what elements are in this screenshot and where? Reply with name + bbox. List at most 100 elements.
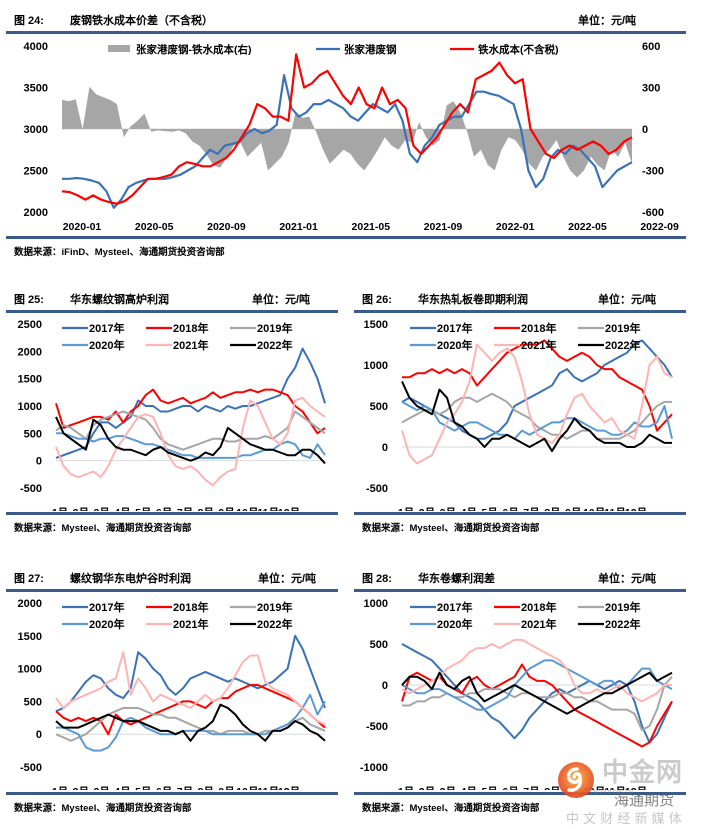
legend-label-scrap: 张家港废钢: [344, 43, 397, 56]
figure-25-source: 数据来源：Mysteel、海通期货投资咨询部: [14, 523, 192, 534]
y-tick-label: 1500: [364, 319, 388, 331]
y-tick-label: 0: [382, 680, 388, 692]
x-tick-label: 3月: [440, 507, 456, 511]
legend-swatch-area: [108, 45, 130, 52]
y-tick-label: 1000: [18, 401, 42, 413]
x-tick-label: 12月: [625, 786, 647, 790]
x-tick-label: 3月: [93, 786, 109, 790]
figure-28-chart: -1000 -500 0 500 1000 1月 2月 3月 4月 5月 6月 7月 8月 9月10月11…: [360, 598, 673, 790]
legend-label-2019: 2019年: [257, 600, 292, 614]
x-tick-label: 2月: [419, 786, 435, 790]
legend-label-2020: 2020年: [89, 338, 124, 352]
figure-28-title: 华东卷螺利润差: [418, 573, 495, 585]
y-right-tick-label: -600: [642, 207, 664, 219]
series-line-2021: [55, 651, 326, 726]
x-tick-label: 2月: [73, 507, 89, 511]
y-left-tick-label: 2500: [24, 166, 48, 178]
y-right-tick-label: -300: [642, 166, 664, 178]
figure-28-unit: 单位：元/吨: [598, 573, 657, 585]
y-left-tick-label: 3500: [24, 83, 48, 95]
series-line-hotmetal-cost: [61, 53, 633, 205]
x-tick-label: 5月: [135, 786, 151, 790]
x-tick-label: 2021-01: [279, 221, 318, 233]
y-tick-label: 500: [24, 696, 42, 708]
y-tick-label: -1000: [360, 762, 388, 774]
figure-26-label: 图 26:: [362, 294, 392, 306]
legend-label-area: 张家港废钢-铁水成本(右): [136, 43, 252, 56]
legend-label-2021: 2021年: [521, 338, 556, 352]
y-tick-label: 500: [370, 639, 388, 651]
legend-label-2019: 2019年: [257, 321, 292, 335]
y-tick-label: 500: [370, 401, 388, 413]
x-tick-label: 8月: [544, 786, 560, 790]
legend-label-2022: 2022年: [257, 338, 292, 352]
x-tick-label: 6月: [502, 786, 518, 790]
x-tick-label: 3月: [93, 507, 109, 511]
y-tick-label: 2000: [18, 346, 42, 358]
y-tick-label: 1500: [18, 374, 42, 386]
series-line-2021: [401, 343, 673, 465]
figure-24-top-rule: [6, 31, 686, 34]
x-tick-label: 6月: [502, 507, 518, 511]
series-line-2022: [401, 380, 672, 453]
x-tick-label: 10月: [236, 786, 258, 790]
series-line-2018: [55, 684, 326, 736]
figure-28-label: 图 28:: [362, 573, 392, 585]
figure-25-chart: -500 0 500 1000 1500 2000 2500 1月 2月 3月 4月 5月 6月 7月 8月…: [18, 319, 326, 511]
y-tick-label: 2000: [18, 598, 42, 610]
x-tick-label: 1月: [398, 786, 414, 790]
figure-24-chart: 2000 2500 3000 3500 4000 -600 -300 0 300 600 2020-…: [24, 41, 680, 233]
watermark-tagline: 中 文 财 经 新 媒 体: [566, 812, 682, 827]
y-tick-label: 1500: [18, 631, 42, 643]
figure-27-source: 数据来源：Mysteel、海通期货投资咨询部: [14, 803, 192, 814]
legend-label-2022: 2022年: [605, 617, 640, 631]
x-tick-label: 12月: [278, 786, 300, 790]
figure-24-bottom-rule: [6, 236, 686, 239]
legend-label-2020: 2020年: [437, 338, 472, 352]
legend-label-2017: 2017年: [437, 321, 472, 335]
y-right-tick-label: 0: [642, 124, 648, 136]
series-line-2017: [401, 643, 673, 744]
legend-label-2020: 2020年: [437, 617, 472, 631]
figure-27-unit: 单位：元/吨: [258, 573, 317, 585]
series-line-2022: [55, 703, 326, 742]
legend-label-2022: 2022年: [257, 617, 292, 631]
y-tick-label: -500: [366, 483, 388, 495]
x-tick-label: 5月: [135, 507, 151, 511]
x-tick-label: 9月: [565, 786, 581, 790]
y-tick-label: 0: [36, 729, 42, 741]
figure-28-top-rule: [354, 589, 686, 592]
figure-24-source: 数据来源：iFinD、Mysteel、海通期货投资咨询部: [14, 247, 225, 258]
figure-28-source: 数据来源：Mysteel、海通期货投资咨询部: [362, 803, 540, 814]
x-tick-label: 4月: [461, 507, 477, 511]
legend-label-2017: 2017年: [437, 600, 472, 614]
x-tick-label: 10月: [583, 786, 605, 790]
x-tick-label: 2月: [73, 786, 89, 790]
legend-label-2017: 2017年: [89, 321, 124, 335]
x-tick-label: 8月: [544, 507, 560, 511]
figure-25-unit: 单位：元/吨: [252, 294, 311, 306]
figure-26-source: 数据来源：Mysteel、海通期货投资咨询部: [362, 523, 540, 534]
figure-27-label: 图 27:: [14, 573, 44, 585]
legend-label-2019: 2019年: [605, 600, 640, 614]
x-tick-label: 11月: [257, 786, 279, 790]
x-tick-label: 5月: [481, 507, 497, 511]
x-tick-label: 1月: [52, 786, 68, 790]
y-tick-label: 0: [382, 442, 388, 454]
y-tick-label: 1000: [364, 360, 388, 372]
legend-label-2018: 2018年: [521, 600, 556, 614]
x-tick-label: 7月: [523, 507, 539, 511]
series-line-2020: [401, 401, 673, 440]
series-area-spread: [62, 86, 632, 178]
x-tick-label: 2022-01: [496, 221, 535, 233]
x-tick-label: 9月: [218, 786, 234, 790]
series-line-2018: [402, 339, 673, 432]
figure-24-unit: 单位：元/吨: [578, 15, 637, 27]
figure-25-title: 华东螺纹钢高炉利润: [70, 294, 169, 306]
series-line-2022: [401, 671, 673, 715]
y-tick-label: 2500: [18, 319, 42, 331]
x-tick-label: 2021-05: [352, 221, 391, 233]
x-tick-label: 2022-09: [640, 221, 679, 233]
legend-label-2021: 2021年: [173, 338, 208, 352]
figure-24-label: 图 24:: [14, 15, 44, 27]
